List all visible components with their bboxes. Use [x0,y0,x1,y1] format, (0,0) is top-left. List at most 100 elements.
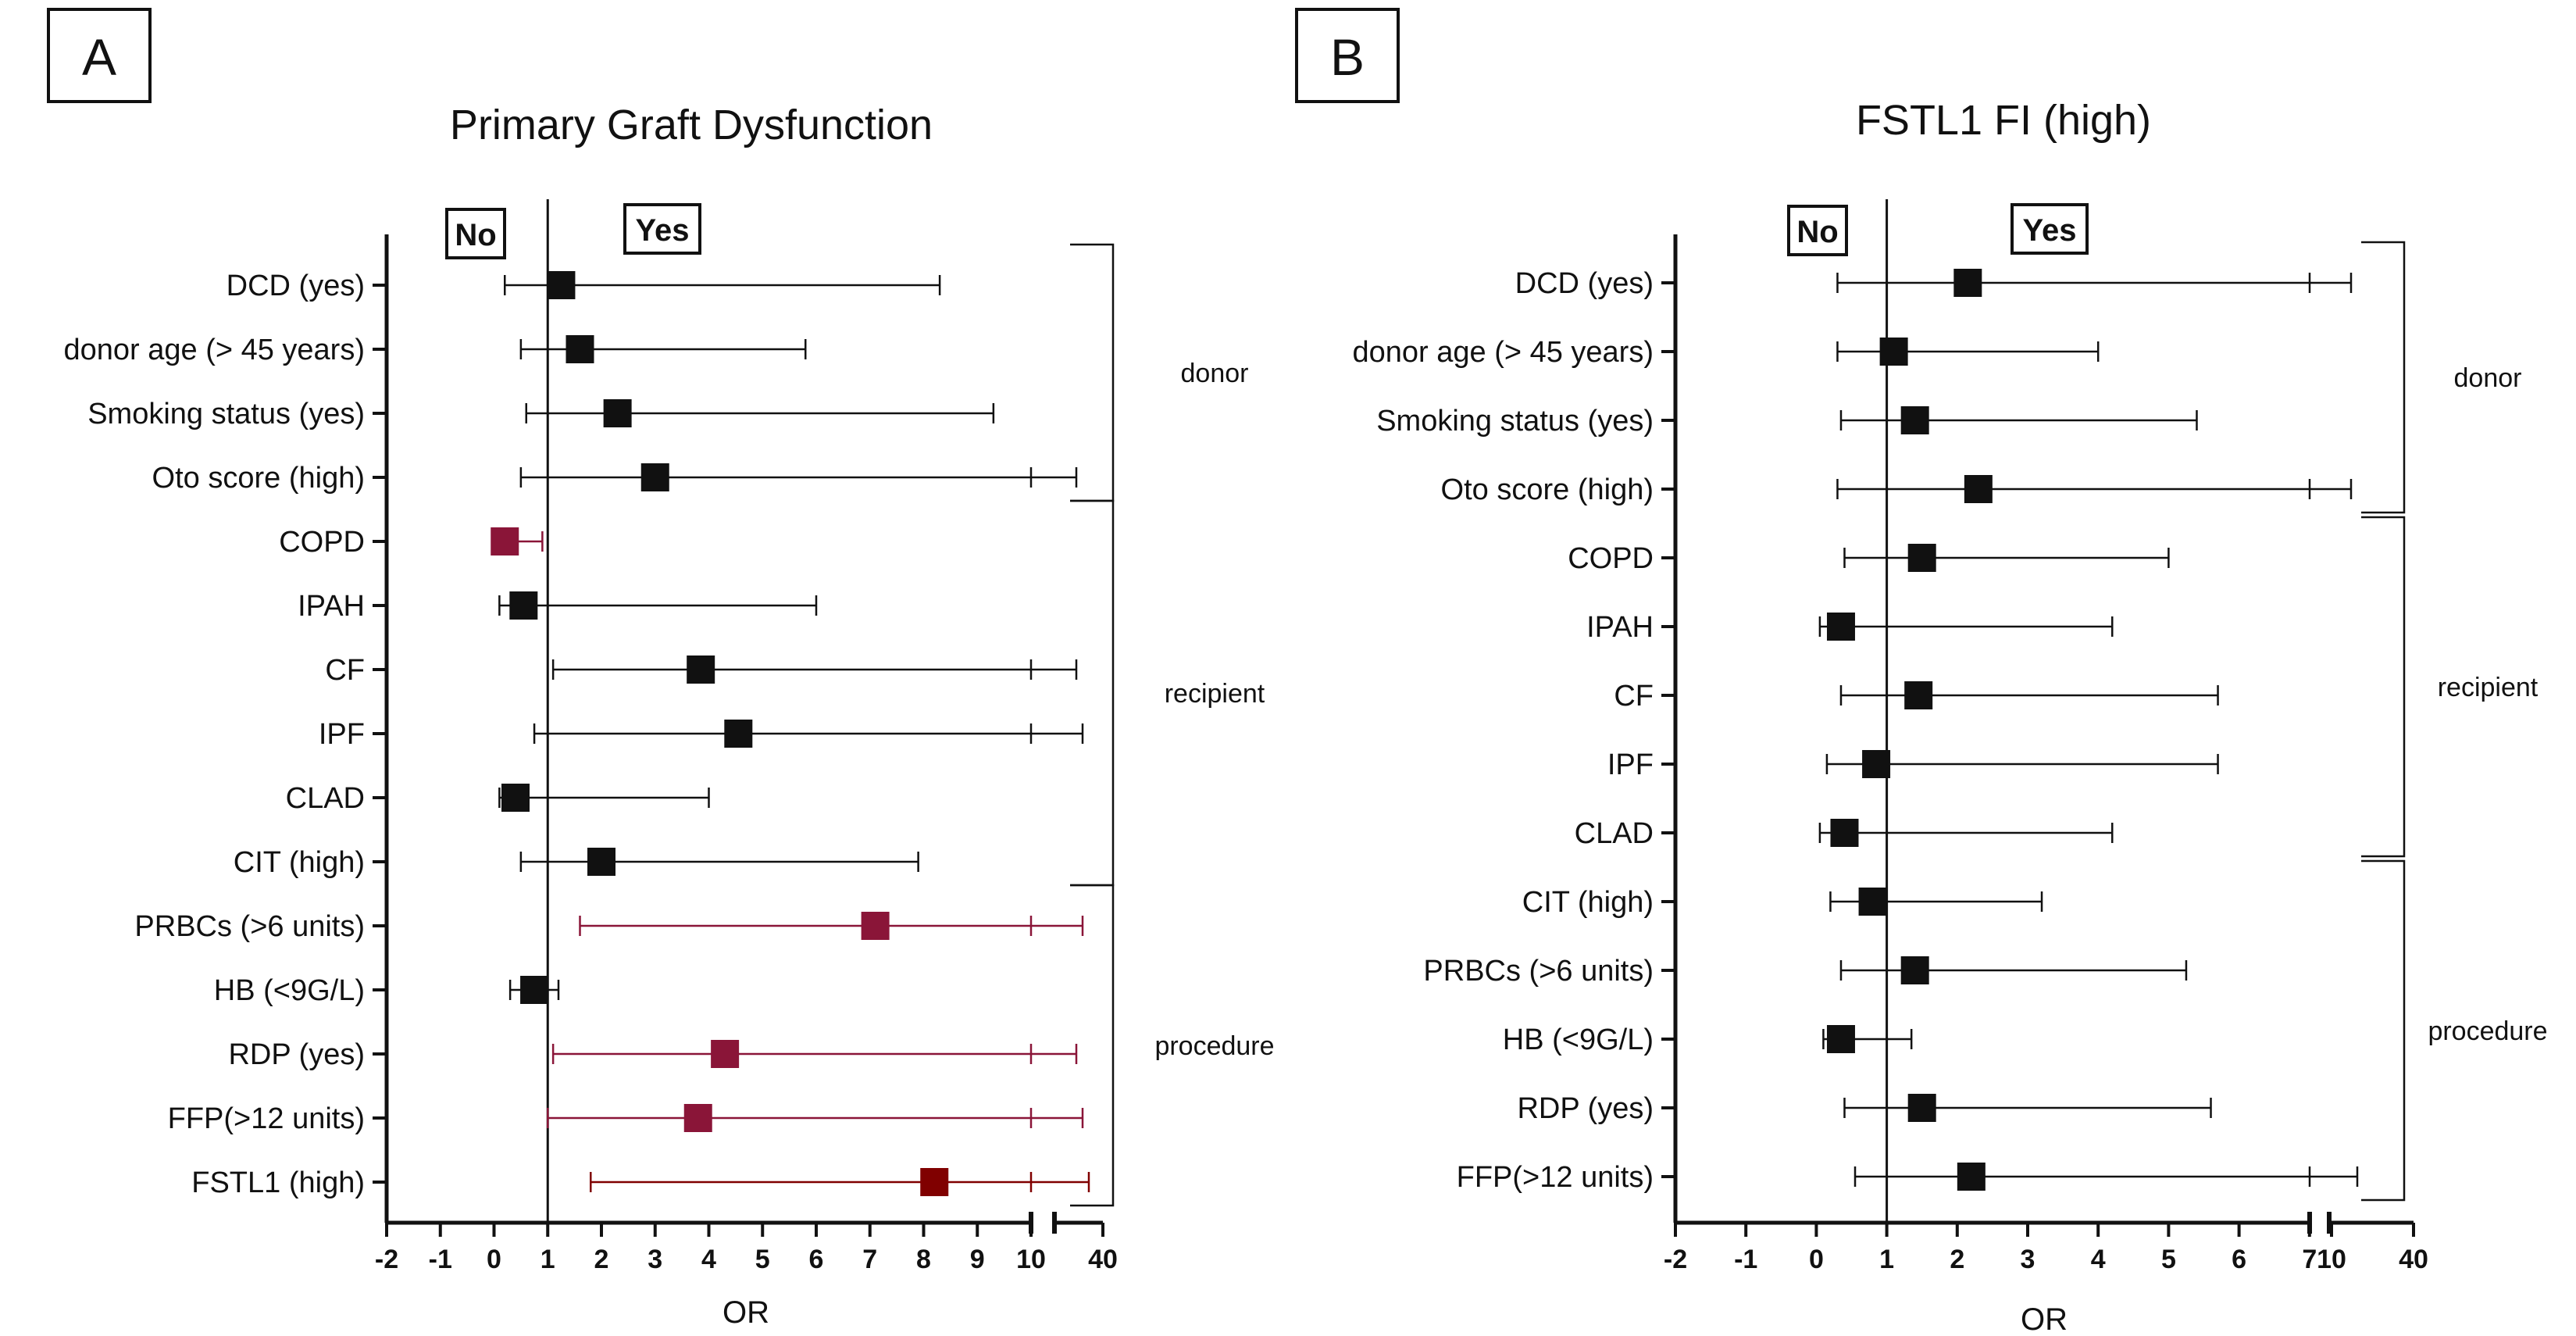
point-estimate [1826,1025,1855,1053]
group-bracket [1070,884,1115,1207]
point-estimate [520,976,549,1004]
x-tick-label: 3 [648,1245,662,1274]
panel-a-letter: A [82,28,116,86]
row-label: donor age (> 45 years) [1352,336,1654,369]
x-tick-label: 7 [2302,1245,2317,1274]
x-tick-label: 8 [916,1245,931,1274]
panel-b-yes-box [2010,203,2089,255]
x-tick-label: 10 [1016,1245,1046,1274]
panel-a: A Primary Graft Dysfunction No Yes OR -2… [47,8,1275,1330]
group-bracket [1070,499,1115,887]
point-estimate [491,527,519,555]
x-tick-label: -2 [375,1245,398,1274]
group-label: recipient [1165,679,1265,709]
x-tick-label: 2 [1950,1245,1964,1274]
x-tick-label: 6 [2232,1245,2246,1274]
row-label: IPF [1607,748,1654,781]
point-estimate [1900,406,1929,434]
row-label: donor age (> 45 years) [63,334,365,366]
point-estimate [861,912,890,940]
group-label: donor [2454,363,2522,393]
x-tick-label: -1 [429,1245,452,1274]
point-estimate [1953,269,1982,297]
row-label: IPF [319,718,365,751]
point-estimate [1830,819,1859,847]
row-label: CLAD [1575,817,1654,850]
row-label: IPAH [1586,611,1654,644]
x-tick-label: -2 [1664,1245,1687,1274]
row-label: COPD [279,526,365,559]
x-tick-label: 5 [2161,1245,2176,1274]
panel-b-title: FSTL1 FI (high) [1856,97,2151,144]
point-estimate [1907,1094,1936,1122]
point-estimate [1826,613,1855,641]
row-label: RDP (yes) [228,1038,365,1071]
row-label: FFP(>12 units) [168,1102,365,1135]
point-estimate [1858,888,1887,916]
panel-b-no-label: No [1796,215,1838,249]
x-tick-label: 2 [594,1245,609,1274]
panel-b-yes-label: Yes [2023,213,2077,248]
group-label: procedure [1154,1031,1274,1061]
row-label: DCD (yes) [1515,267,1654,300]
row-label: FFP(>12 units) [1457,1161,1654,1194]
panel-b-no-box [1787,205,1848,256]
row-label: Oto score (high) [1441,473,1654,506]
row-label: CIT (high) [234,846,365,879]
row-label: CF [1614,680,1654,713]
group-bracket [1070,243,1115,502]
row-label: PRBCs (>6 units) [134,910,365,943]
x-tick-label: 3 [2021,1245,2035,1274]
point-estimate [920,1168,949,1196]
row-label: CIT (high) [1522,886,1654,919]
point-estimate [603,399,632,427]
x-tick-label: 4 [2091,1245,2106,1274]
group-label: donor [1181,359,1249,388]
row-label: CLAD [286,782,365,815]
x-tick-label: 10 [2317,1245,2346,1274]
group-bracket [2361,516,2406,858]
row-label: Smoking status (yes) [1376,405,1654,438]
row-label: HB (<9G/L) [1503,1023,1654,1056]
x-tick-label: 4 [701,1245,716,1274]
panel-b-letter-box [1295,8,1400,103]
point-estimate [509,591,538,620]
point-estimate [711,1040,740,1068]
point-estimate [566,335,594,363]
panel-a-letter-box [47,8,152,103]
x-tick-label: 1 [1879,1245,1894,1274]
x-tick-label: 40 [2399,1245,2428,1274]
group-bracket [2361,241,2406,514]
panel-a-x-axis-label: OR [722,1295,769,1330]
row-label: COPD [1568,542,1654,575]
group-bracket [2361,859,2406,1202]
x-tick-label: 9 [970,1245,985,1274]
point-estimate [683,1104,712,1132]
point-estimate [1900,956,1929,984]
x-tick-label: 40 [1088,1245,1118,1274]
panel-a-no-label: No [455,218,496,252]
panel-a-no-box [445,208,506,259]
x-tick-label: 0 [487,1245,501,1274]
panel-b-letter: B [1330,28,1365,86]
point-estimate [501,784,530,812]
row-label: DCD (yes) [227,270,365,302]
point-estimate [640,463,669,491]
panel-b-x-axis-label: OR [2021,1302,2068,1336]
point-estimate [587,848,615,876]
group-label: procedure [2428,1016,2547,1046]
point-estimate [724,720,753,748]
row-label: Smoking status (yes) [87,398,365,430]
x-tick-label: 0 [1809,1245,1824,1274]
panel-a-yes-label: Yes [636,213,690,248]
row-label: RDP (yes) [1517,1092,1654,1125]
x-tick-label: 1 [541,1245,555,1274]
point-estimate [1964,475,1993,503]
row-label: IPAH [298,590,365,623]
panel-a-title: Primary Graft Dysfunction [450,102,933,148]
group-label: recipient [2438,673,2539,702]
point-estimate [687,655,715,684]
point-estimate [1879,338,1908,366]
row-label: PRBCs (>6 units) [1423,955,1654,988]
